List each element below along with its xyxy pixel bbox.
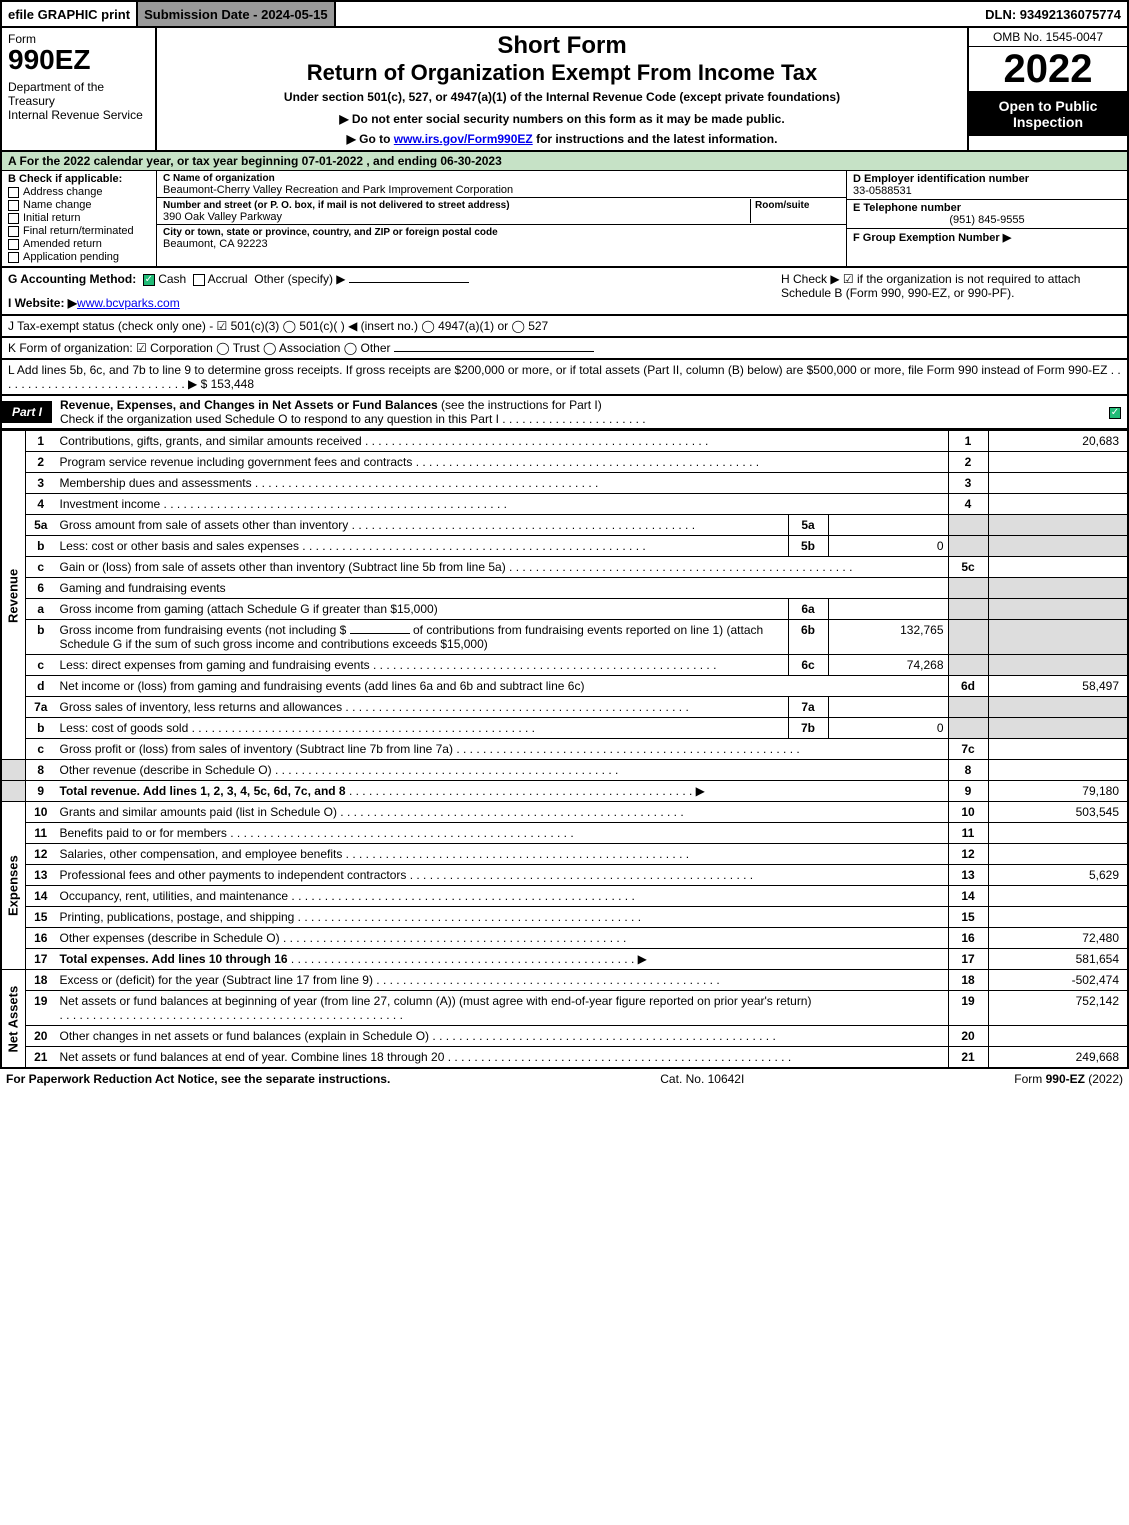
part-i-header: Part I Revenue, Expenses, and Changes in…: [0, 396, 1129, 430]
part-i-title: Revenue, Expenses, and Changes in Net As…: [60, 398, 438, 412]
form-ref: Form 990-EZ (2022): [1014, 1072, 1123, 1086]
part-i-check: Check if the organization used Schedule …: [60, 412, 646, 426]
section-b: B Check if applicable: Address change Na…: [2, 171, 157, 266]
checkbox-icon[interactable]: [8, 239, 19, 250]
gh-block: G Accounting Method: ✓ Cash Accrual Othe…: [0, 268, 1129, 316]
cat-no: Cat. No. 10642I: [660, 1072, 744, 1086]
section-def: D Employer identification number 33-0588…: [847, 171, 1127, 266]
tax-year: 2022: [969, 47, 1127, 92]
city-value: Beaumont, CA 92223: [163, 238, 268, 250]
h-schedule-b: H Check ▶ ☑ if the organization is not r…: [771, 272, 1121, 310]
open-public-badge: Open to Public Inspection: [969, 92, 1127, 136]
goto-pre: ▶ Go to: [347, 132, 394, 146]
check-icon: ✓: [1109, 407, 1121, 419]
ssn-warning: ▶ Do not enter social security numbers o…: [165, 112, 959, 126]
checkbox-icon[interactable]: [193, 274, 205, 286]
top-metadata-bar: efile GRAPHIC print Submission Date - 20…: [0, 0, 1129, 28]
checkbox-icon[interactable]: [8, 200, 19, 211]
efile-label: efile GRAPHIC print: [2, 2, 138, 26]
accounting-method: G Accounting Method: ✓ Cash Accrual Othe…: [8, 272, 771, 286]
city-label: City or town, state or province, country…: [163, 227, 498, 238]
checkbox-icon[interactable]: [8, 252, 19, 263]
page-footer: For Paperwork Reduction Act Notice, see …: [0, 1069, 1129, 1089]
part-i-label: Part I: [2, 401, 52, 423]
tax-exempt-status: J Tax-exempt status (check only one) - ☑…: [0, 316, 1129, 338]
ein-value: 33-0588531: [853, 185, 912, 197]
c-name-label: C Name of organization: [163, 173, 275, 184]
group-exempt-row: F Group Exemption Number ▶: [847, 229, 1127, 246]
website-line: I Website: ▶www.bcvparks.com: [8, 296, 771, 310]
phone-row: E Telephone number (951) 845-9555: [847, 200, 1127, 229]
form-header: Form 990EZ Department of the Treasury In…: [0, 28, 1129, 152]
room-label: Room/suite: [755, 200, 809, 211]
website-link[interactable]: www.bcvparks.com: [77, 296, 180, 310]
section-c: C Name of organization Beaumont-Cherry V…: [157, 171, 847, 266]
form-of-org: K Form of organization: ☑ Corporation ◯ …: [0, 338, 1129, 360]
omb-number: OMB No. 1545-0047: [969, 28, 1127, 47]
topbar-spacer: [336, 2, 980, 26]
street-value: 390 Oak Valley Parkway: [163, 211, 282, 223]
d-label: D Employer identification number: [853, 173, 1029, 185]
return-title: Return of Organization Exempt From Incom…: [165, 60, 959, 86]
checkbox-icon[interactable]: [8, 187, 19, 198]
chk-pending: Application pending: [8, 251, 150, 263]
department-label: Department of the Treasury Internal Reve…: [8, 80, 149, 122]
chk-name: Name change: [8, 199, 150, 211]
part-i-note: (see the instructions for Part I): [441, 398, 602, 412]
irs-link[interactable]: www.irs.gov/Form990EZ: [394, 132, 533, 146]
revenue-table: Revenue 1 Contributions, gifts, grants, …: [0, 430, 1129, 1069]
chk-amended: Amended return: [8, 238, 150, 250]
under-section: Under section 501(c), 527, or 4947(a)(1)…: [165, 90, 959, 104]
line-l: L Add lines 5b, 6c, and 7b to line 9 to …: [0, 360, 1129, 396]
org-name: Beaumont-Cherry Valley Recreation and Pa…: [163, 184, 513, 196]
dln-label: DLN: 93492136075774: [979, 2, 1127, 26]
expenses-sidelabel: Expenses: [1, 802, 26, 970]
short-form-title: Short Form: [165, 32, 959, 60]
ein-row: D Employer identification number 33-0588…: [847, 171, 1127, 200]
f-label: F Group Exemption Number ▶: [853, 232, 1011, 244]
paperwork-notice: For Paperwork Reduction Act Notice, see …: [6, 1072, 390, 1086]
revenue-sidelabel: Revenue: [1, 431, 26, 760]
street-label: Number and street (or P. O. box, if mail…: [163, 200, 510, 211]
submission-date: Submission Date - 2024-05-15: [138, 2, 336, 26]
org-name-row: C Name of organization Beaumont-Cherry V…: [157, 171, 846, 198]
form-number: 990EZ: [8, 46, 149, 74]
phone-value: (951) 845-9555: [853, 214, 1121, 226]
netassets-sidelabel: Net Assets: [1, 970, 26, 1069]
city-row: City or town, state or province, country…: [157, 225, 846, 251]
chk-final: Final return/terminated: [8, 225, 150, 237]
e-label: E Telephone number: [853, 202, 961, 214]
section-a-period: A For the 2022 calendar year, or tax yea…: [0, 152, 1129, 170]
checkbox-icon[interactable]: [8, 226, 19, 237]
block-bcdef: B Check if applicable: Address change Na…: [0, 170, 1129, 268]
goto-line: ▶ Go to www.irs.gov/Form990EZ for instru…: [165, 132, 959, 146]
goto-post: for instructions and the latest informat…: [533, 132, 778, 146]
checkbox-icon[interactable]: [8, 213, 19, 224]
chk-initial: Initial return: [8, 212, 150, 224]
chk-address: Address change: [8, 186, 150, 198]
street-row: Number and street (or P. O. box, if mail…: [157, 198, 846, 225]
check-icon: ✓: [143, 274, 155, 286]
b-title: B Check if applicable:: [8, 173, 150, 185]
